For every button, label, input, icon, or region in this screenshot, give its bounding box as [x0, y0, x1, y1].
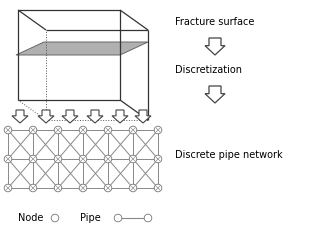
Circle shape [104, 155, 112, 163]
Circle shape [154, 126, 162, 134]
Circle shape [79, 184, 87, 192]
Polygon shape [12, 110, 28, 123]
Polygon shape [18, 10, 148, 30]
Circle shape [54, 184, 62, 192]
Polygon shape [18, 10, 120, 100]
Circle shape [114, 214, 122, 222]
Text: Discretization: Discretization [175, 65, 242, 75]
Circle shape [29, 126, 37, 134]
Circle shape [129, 155, 137, 163]
Polygon shape [120, 10, 148, 120]
Polygon shape [112, 110, 128, 123]
Circle shape [104, 184, 112, 192]
Circle shape [54, 155, 62, 163]
Circle shape [29, 155, 37, 163]
Polygon shape [205, 38, 225, 55]
Circle shape [29, 184, 37, 192]
Circle shape [154, 184, 162, 192]
Circle shape [79, 126, 87, 134]
Text: Discrete pipe network: Discrete pipe network [175, 150, 283, 160]
Circle shape [79, 155, 87, 163]
Circle shape [129, 184, 137, 192]
Polygon shape [205, 86, 225, 103]
Text: Pipe: Pipe [80, 213, 101, 223]
Circle shape [129, 126, 137, 134]
Circle shape [154, 155, 162, 163]
Polygon shape [87, 110, 103, 123]
Circle shape [4, 155, 12, 163]
Polygon shape [135, 110, 151, 123]
Polygon shape [38, 110, 54, 123]
Text: Fracture surface: Fracture surface [175, 17, 254, 27]
Circle shape [144, 214, 152, 222]
Text: Node: Node [18, 213, 43, 223]
Circle shape [51, 214, 59, 222]
Polygon shape [16, 42, 148, 55]
Polygon shape [62, 110, 78, 123]
Circle shape [54, 126, 62, 134]
Circle shape [104, 126, 112, 134]
Circle shape [4, 126, 12, 134]
Circle shape [4, 184, 12, 192]
